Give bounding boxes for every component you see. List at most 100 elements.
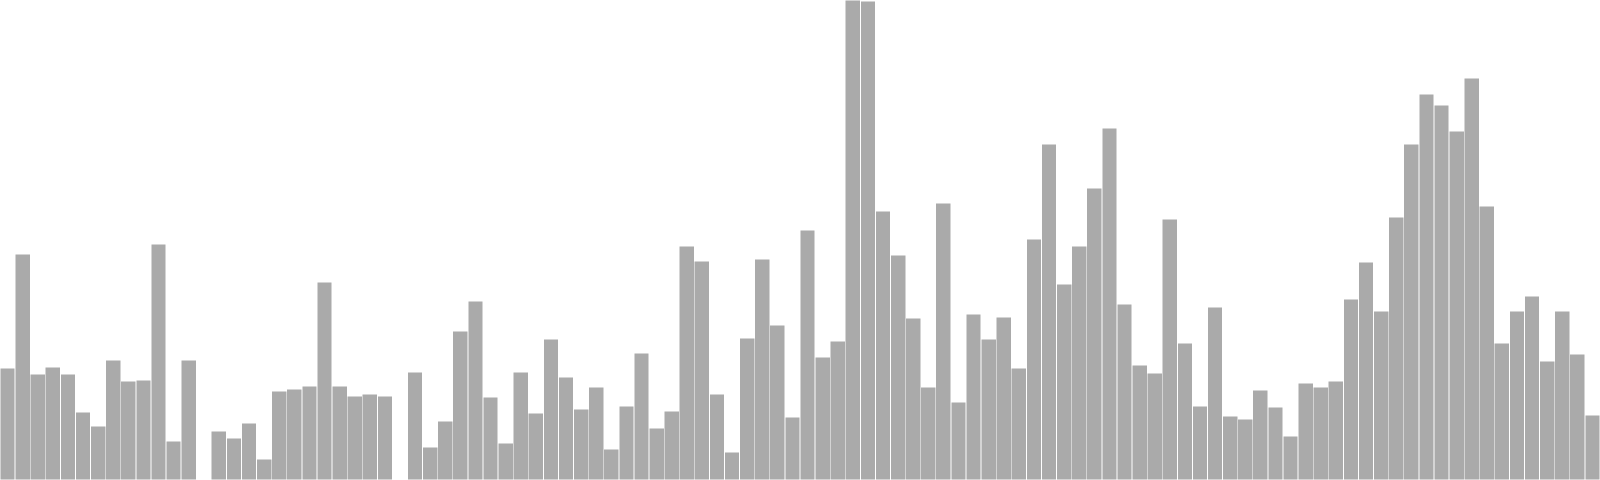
bar-21 bbox=[301, 385, 318, 480]
bar-102 bbox=[1524, 295, 1541, 480]
bar-99 bbox=[1478, 205, 1495, 480]
bar-95 bbox=[1418, 93, 1435, 480]
bar-32 bbox=[467, 300, 484, 480]
bar-69 bbox=[1026, 238, 1042, 480]
bar-26 bbox=[376, 395, 393, 480]
bar-54 bbox=[799, 229, 816, 480]
bar-12 bbox=[165, 440, 182, 480]
bar-89 bbox=[1327, 380, 1344, 480]
bar-3 bbox=[29, 373, 46, 480]
bar-15 bbox=[210, 430, 227, 480]
bar-87 bbox=[1297, 382, 1314, 480]
bar-2 bbox=[14, 253, 31, 480]
bar-61 bbox=[905, 317, 922, 480]
bar-67 bbox=[995, 316, 1012, 480]
bar-34 bbox=[497, 442, 514, 480]
bar-83 bbox=[1237, 418, 1254, 480]
bar-72 bbox=[1071, 245, 1088, 480]
bar-40 bbox=[588, 386, 605, 480]
bar-80 bbox=[1192, 405, 1208, 480]
bar-10 bbox=[135, 379, 152, 480]
bar-60 bbox=[890, 254, 907, 480]
bar-62 bbox=[920, 386, 937, 480]
bar-29 bbox=[422, 446, 439, 480]
bar-85 bbox=[1267, 406, 1284, 480]
bar-76 bbox=[1131, 364, 1148, 480]
bar-42 bbox=[618, 405, 635, 480]
bar-96 bbox=[1433, 104, 1450, 480]
bar-58 bbox=[859, 0, 876, 480]
bar-30 bbox=[437, 420, 454, 480]
bar-70 bbox=[1041, 143, 1058, 480]
bar-5 bbox=[59, 373, 76, 480]
bar-64 bbox=[950, 401, 967, 480]
bar-98 bbox=[1463, 77, 1480, 480]
bar-68 bbox=[1010, 367, 1027, 480]
bar-104 bbox=[1554, 310, 1571, 480]
bar-28 bbox=[407, 371, 424, 480]
bar-1 bbox=[0, 367, 16, 480]
bar-71 bbox=[1056, 283, 1073, 480]
bar-57 bbox=[844, 0, 861, 480]
bar-100 bbox=[1493, 342, 1510, 480]
bar-35 bbox=[512, 371, 529, 480]
bar-8 bbox=[105, 359, 122, 480]
bar-82 bbox=[1222, 415, 1239, 480]
bar-7 bbox=[90, 425, 107, 480]
bar-105 bbox=[1569, 353, 1586, 480]
bar-49 bbox=[724, 451, 741, 480]
bar-4 bbox=[44, 366, 61, 480]
bar-86 bbox=[1282, 435, 1299, 480]
bar-81 bbox=[1207, 306, 1224, 480]
bar-33 bbox=[482, 396, 499, 480]
bar-31 bbox=[452, 330, 469, 480]
bar-97 bbox=[1448, 130, 1465, 480]
bar-59 bbox=[875, 210, 891, 480]
bar-41 bbox=[603, 448, 620, 480]
bar-88 bbox=[1312, 386, 1329, 480]
bar-20 bbox=[286, 388, 303, 480]
bar-23 bbox=[331, 385, 348, 480]
bar-51 bbox=[754, 258, 771, 480]
bar-52 bbox=[769, 324, 786, 480]
bar-77 bbox=[1146, 372, 1163, 480]
bar-24 bbox=[346, 395, 363, 480]
bar-84 bbox=[1252, 389, 1269, 480]
bar-18 bbox=[256, 458, 273, 480]
bar-106 bbox=[1584, 414, 1600, 480]
bar-19 bbox=[271, 390, 288, 480]
bar-37 bbox=[543, 338, 559, 480]
bar-13 bbox=[180, 359, 197, 480]
bar-56 bbox=[829, 340, 846, 480]
bar-66 bbox=[980, 338, 997, 480]
bar-16 bbox=[226, 437, 242, 480]
bar-11 bbox=[150, 243, 167, 480]
bar-53 bbox=[784, 416, 801, 480]
bar-90 bbox=[1343, 298, 1359, 480]
bar-78 bbox=[1161, 218, 1178, 480]
bar-47 bbox=[693, 260, 710, 480]
bar-39 bbox=[573, 408, 590, 480]
bar-91 bbox=[1358, 261, 1374, 480]
bar-25 bbox=[361, 393, 378, 480]
bar-43 bbox=[633, 352, 650, 480]
bar-45 bbox=[663, 410, 680, 480]
bar-36 bbox=[527, 412, 544, 480]
bar-17 bbox=[241, 422, 257, 480]
bar-9 bbox=[120, 380, 137, 480]
bar-75 bbox=[1116, 303, 1133, 480]
bar-55 bbox=[814, 356, 831, 480]
bar-101 bbox=[1509, 310, 1525, 480]
bar-22 bbox=[316, 281, 333, 480]
bar-79 bbox=[1176, 342, 1193, 480]
bar-73 bbox=[1086, 187, 1103, 480]
bar-38 bbox=[558, 376, 574, 480]
bar-44 bbox=[648, 427, 665, 480]
bar-93 bbox=[1388, 216, 1405, 480]
bar-92 bbox=[1373, 310, 1390, 480]
bar-48 bbox=[709, 393, 725, 480]
bar-50 bbox=[739, 337, 756, 480]
bar-94 bbox=[1403, 143, 1420, 480]
